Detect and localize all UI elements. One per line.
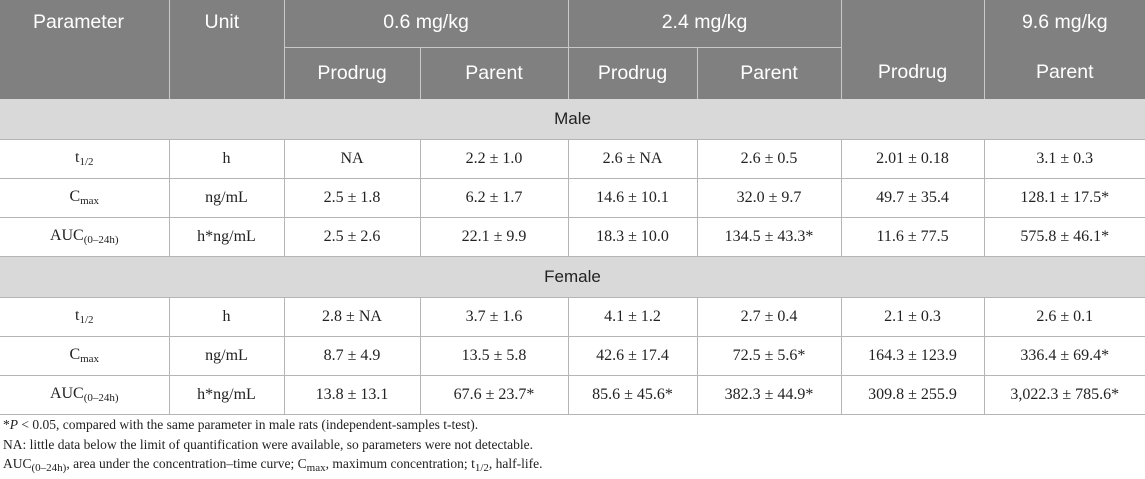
value-cell: 85.6 ± 45.6* bbox=[567, 374, 698, 415]
value-cell: 18.3 ± 10.0 bbox=[567, 216, 698, 257]
param-half-life: t1/2 bbox=[0, 138, 170, 179]
group-label-male: Male bbox=[0, 98, 1145, 140]
value-cell: 3,022.3 ± 785.6* bbox=[983, 374, 1145, 415]
group-row-female: Female bbox=[0, 255, 1145, 298]
table-header: Parameter Unit 0.6 mg/kg 2.4 mg/kg 9.6 m… bbox=[0, 0, 1145, 99]
param-auc: AUC(0–24h) bbox=[0, 216, 170, 257]
header-sub-parent-1: Parent bbox=[419, 46, 569, 99]
unit-cell: h bbox=[168, 138, 285, 179]
header-parameter: Parameter bbox=[0, 0, 169, 99]
footnote-na: NA: little data below the limit of quant… bbox=[3, 436, 534, 452]
table-row: AUC(0–24h) h*ng/mL 13.8 ± 13.1 67.6 ± 23… bbox=[0, 374, 1145, 415]
value-cell: 309.8 ± 255.9 bbox=[840, 374, 985, 415]
unit-cell: h*ng/mL bbox=[168, 374, 285, 415]
pk-parameters-table: Parameter Unit 0.6 mg/kg 2.4 mg/kg 9.6 m… bbox=[0, 0, 1145, 415]
header-dose-2-4: 2.4 mg/kg bbox=[567, 0, 842, 47]
unit-cell: ng/mL bbox=[168, 335, 285, 376]
header-sub-prodrug-1: Prodrug bbox=[283, 46, 420, 99]
value-cell: 8.7 ± 4.9 bbox=[283, 335, 421, 376]
value-cell: 3.1 ± 0.3 bbox=[983, 138, 1145, 179]
table-row: t1/2 h NA 2.2 ± 1.0 2.6 ± NA 2.6 ± 0.5 2… bbox=[0, 138, 1145, 179]
value-cell: 2.5 ± 2.6 bbox=[283, 216, 421, 257]
value-cell: 6.2 ± 1.7 bbox=[419, 177, 569, 218]
value-cell: NA bbox=[283, 138, 421, 179]
value-cell: 14.6 ± 10.1 bbox=[567, 177, 698, 218]
value-cell: 134.5 ± 43.3* bbox=[696, 216, 842, 257]
value-cell: 11.6 ± 77.5 bbox=[840, 216, 985, 257]
value-cell: 22.1 ± 9.9 bbox=[419, 216, 569, 257]
value-cell: 2.5 ± 1.8 bbox=[283, 177, 421, 218]
table-row: t1/2 h 2.8 ± NA 3.7 ± 1.6 4.1 ± 1.2 2.7 … bbox=[0, 296, 1145, 337]
table-row: AUC(0–24h) h*ng/mL 2.5 ± 2.6 22.1 ± 9.9 … bbox=[0, 216, 1145, 257]
value-cell: 13.8 ± 13.1 bbox=[283, 374, 421, 415]
header-sub-prodrug-2: Prodrug bbox=[567, 46, 698, 99]
param-auc: AUC(0–24h) bbox=[0, 374, 170, 415]
value-cell: 2.01 ± 0.18 bbox=[840, 138, 985, 179]
param-cmax: Cmax bbox=[0, 177, 170, 218]
value-cell: 49.7 ± 35.4 bbox=[840, 177, 985, 218]
value-cell: 3.7 ± 1.6 bbox=[419, 296, 569, 337]
value-cell: 2.6 ± 0.5 bbox=[696, 138, 842, 179]
value-cell: 2.6 ± NA bbox=[567, 138, 698, 179]
value-cell: 164.3 ± 123.9 bbox=[840, 335, 985, 376]
value-cell: 72.5 ± 5.6* bbox=[696, 335, 842, 376]
group-label-female: Female bbox=[0, 255, 1145, 298]
param-half-life: t1/2 bbox=[0, 296, 170, 337]
value-cell: 4.1 ± 1.2 bbox=[567, 296, 698, 337]
header-sub-parent-3: Parent bbox=[983, 47, 1145, 99]
value-cell: 2.1 ± 0.3 bbox=[840, 296, 985, 337]
value-cell: 2.2 ± 1.0 bbox=[419, 138, 569, 179]
value-cell: 42.6 ± 17.4 bbox=[567, 335, 698, 376]
header-sub-prodrug-3: Prodrug bbox=[840, 47, 985, 99]
value-cell: 2.7 ± 0.4 bbox=[696, 296, 842, 337]
unit-cell: h*ng/mL bbox=[168, 216, 285, 257]
table-row: Cmax ng/mL 8.7 ± 4.9 13.5 ± 5.8 42.6 ± 1… bbox=[0, 335, 1145, 376]
header-dose-0-6: 0.6 mg/kg bbox=[283, 0, 569, 47]
unit-cell: ng/mL bbox=[168, 177, 285, 218]
value-cell: 128.1 ± 17.5* bbox=[983, 177, 1145, 218]
table-footnotes: *P < 0.05, compared with the same parame… bbox=[3, 415, 543, 479]
value-cell: 382.3 ± 44.9* bbox=[696, 374, 842, 415]
header-dose-9-6-spacer bbox=[840, 0, 985, 47]
value-cell: 2.6 ± 0.1 bbox=[983, 296, 1145, 337]
footnote-significance: *P < 0.05, compared with the same parame… bbox=[3, 417, 479, 432]
table-row: Cmax ng/mL 2.5 ± 1.8 6.2 ± 1.7 14.6 ± 10… bbox=[0, 177, 1145, 218]
value-cell: 32.0 ± 9.7 bbox=[696, 177, 842, 218]
value-cell: 336.4 ± 69.4* bbox=[983, 335, 1145, 376]
param-cmax: Cmax bbox=[0, 335, 170, 376]
header-unit: Unit bbox=[168, 0, 284, 99]
value-cell: 13.5 ± 5.8 bbox=[419, 335, 569, 376]
value-cell: 2.8 ± NA bbox=[283, 296, 421, 337]
group-row-male: Male bbox=[0, 98, 1145, 140]
unit-cell: h bbox=[168, 296, 285, 337]
header-sub-parent-2: Parent bbox=[696, 46, 842, 99]
footnote-abbreviations: AUC(0–24h), area under the concentration… bbox=[3, 456, 543, 474]
value-cell: 67.6 ± 23.7* bbox=[419, 374, 569, 415]
table-body: Male t1/2 h NA 2.2 ± 1.0 2.6 ± NA 2.6 ± … bbox=[0, 98, 1145, 415]
value-cell: 575.8 ± 46.1* bbox=[983, 216, 1145, 257]
header-dose-9-6: 9.6 mg/kg bbox=[983, 0, 1145, 47]
